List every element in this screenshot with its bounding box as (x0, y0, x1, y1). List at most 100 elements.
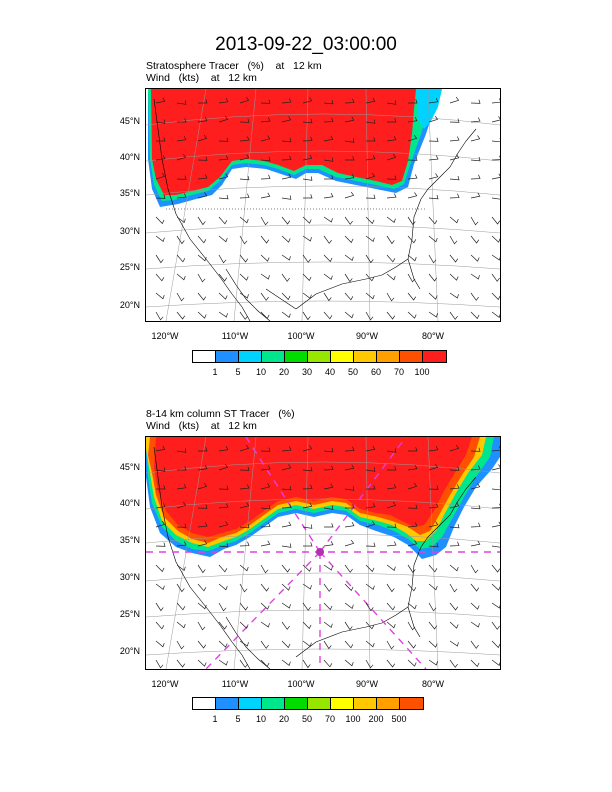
wind-barb (176, 100, 187, 105)
wind-barb (324, 523, 334, 528)
wind-barb (470, 216, 479, 226)
panel2-map (145, 436, 501, 670)
wind-barb (344, 273, 353, 283)
panel2-colorbar-label: 10 (255, 714, 266, 724)
wind-barb (177, 118, 187, 123)
wind-barb (428, 194, 439, 200)
wind-barb (470, 311, 480, 320)
panel1-map-graphic (146, 89, 500, 321)
wind-barb (428, 292, 438, 300)
panel1-colorbar-label: 50 (347, 367, 358, 377)
wind-barb (239, 621, 249, 629)
wind-barb (197, 640, 207, 649)
wind-barb (281, 659, 291, 666)
panel1-colorbar-label: 100 (414, 367, 430, 377)
wind-barb (176, 311, 186, 320)
wind-barb (197, 522, 208, 528)
wind-barb (302, 97, 313, 104)
panel1-lon-label-110: 110°W (221, 331, 249, 341)
wind-barb (344, 486, 355, 491)
wind-barb (470, 640, 479, 649)
wind-barb (428, 521, 439, 528)
panel1-colorbar-box (354, 351, 377, 362)
wind-barb (176, 235, 185, 245)
wind-barb (491, 446, 500, 452)
wind-barb (428, 173, 439, 180)
wind-barb (155, 467, 166, 472)
wind-barb (239, 311, 248, 320)
wind-barb (365, 235, 375, 242)
wind-barb (491, 254, 500, 261)
panel1-colorbar-label: 1 (212, 367, 218, 377)
wind-barb (386, 448, 397, 453)
panel1-colorbar-box (308, 351, 331, 362)
wind-barb (323, 447, 334, 453)
panel1-wind-barbs (155, 96, 500, 321)
wind-barb (449, 175, 460, 181)
wind-barb (365, 97, 376, 104)
wind-barb (344, 640, 354, 649)
wind-barb (218, 235, 228, 243)
wind-barb (323, 99, 334, 105)
wind-barb (260, 540, 271, 547)
wind-barb (449, 273, 459, 281)
wind-barb (491, 235, 500, 243)
wind-barb (260, 659, 270, 668)
wind-barb (239, 118, 250, 123)
wind-barb (239, 466, 250, 471)
wind-barb (365, 621, 375, 630)
wind-barb (239, 523, 250, 529)
wind-barb (491, 116, 500, 123)
wind-barb (260, 273, 270, 280)
wind-barb (470, 135, 481, 142)
panel1-colorbar-box (216, 351, 239, 362)
wind-barb (449, 193, 460, 199)
wind-barb (470, 602, 480, 610)
wind-barb (345, 504, 355, 509)
wind-barb (155, 273, 165, 282)
wind-barb (239, 136, 250, 142)
wind-barb (344, 98, 355, 104)
wind-barb (302, 602, 311, 611)
wind-barb (176, 292, 185, 302)
wind-barb (281, 640, 291, 649)
wind-barb (176, 659, 186, 668)
wind-barb (323, 540, 334, 547)
wind-barb (449, 154, 460, 161)
wind-barb (323, 192, 334, 199)
wind-barb (177, 466, 187, 471)
wind-barb (491, 521, 500, 528)
wind-barb (155, 311, 164, 321)
wind-barb (218, 97, 229, 104)
wind-barb (407, 311, 417, 319)
wind-barb (260, 504, 271, 510)
panel1-colorbar (192, 350, 447, 363)
wind-barb (218, 503, 229, 509)
panel1-colorbar-box (400, 351, 423, 362)
wind-barb (155, 502, 166, 509)
panel1-colorbar-box (331, 351, 354, 362)
wind-barb (218, 137, 229, 142)
panel2-wind-barbs (155, 444, 500, 669)
wind-barb (155, 602, 164, 612)
wind-barb (155, 194, 166, 199)
wind-barb (449, 444, 460, 452)
panel2-tracer-red (154, 437, 472, 537)
wind-barb (239, 659, 248, 668)
wind-barb (344, 659, 354, 667)
wind-barb (344, 539, 355, 547)
wind-barb (428, 137, 439, 142)
wind-barb (155, 640, 165, 648)
wind-barb (197, 134, 208, 142)
wind-barb (176, 602, 186, 611)
wind-barb (386, 235, 395, 245)
wind-barb (324, 175, 334, 180)
wind-barb (407, 273, 416, 283)
panel1-lat-label-20: 20°N (119, 300, 140, 310)
wind-barb (491, 155, 500, 161)
wind-barb (260, 99, 271, 104)
wind-barb (197, 216, 206, 226)
wind-barb (197, 602, 207, 610)
wind-barb (491, 640, 500, 649)
wind-barb (218, 542, 229, 548)
